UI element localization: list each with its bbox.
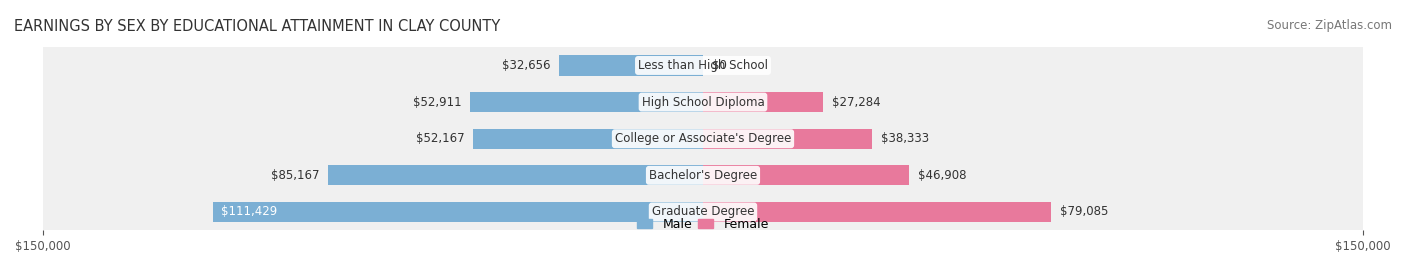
Text: Less than High School: Less than High School <box>638 59 768 72</box>
Text: $85,167: $85,167 <box>271 169 319 182</box>
Bar <box>703 129 872 149</box>
Text: $32,656: $32,656 <box>502 59 551 72</box>
Legend: Male, Female: Male, Female <box>636 215 770 233</box>
Text: Source: ZipAtlas.com: Source: ZipAtlas.com <box>1267 19 1392 32</box>
Text: $27,284: $27,284 <box>832 96 880 109</box>
Bar <box>42 157 1364 194</box>
Bar <box>42 47 1364 84</box>
Bar <box>470 92 703 112</box>
Bar <box>703 202 1052 222</box>
Text: $38,333: $38,333 <box>880 132 928 145</box>
Text: Graduate Degree: Graduate Degree <box>652 206 754 218</box>
Bar <box>212 202 703 222</box>
Bar <box>42 84 1364 120</box>
Text: $79,085: $79,085 <box>1060 206 1108 218</box>
Bar <box>328 165 703 185</box>
Text: $111,429: $111,429 <box>221 206 277 218</box>
Text: College or Associate's Degree: College or Associate's Degree <box>614 132 792 145</box>
Bar <box>42 194 1364 230</box>
Text: $52,167: $52,167 <box>416 132 464 145</box>
Text: EARNINGS BY SEX BY EDUCATIONAL ATTAINMENT IN CLAY COUNTY: EARNINGS BY SEX BY EDUCATIONAL ATTAINMEN… <box>14 19 501 34</box>
Bar <box>703 92 823 112</box>
Bar <box>560 55 703 76</box>
Text: $0: $0 <box>711 59 727 72</box>
Text: $46,908: $46,908 <box>918 169 967 182</box>
Bar <box>42 120 1364 157</box>
Bar <box>703 165 910 185</box>
Bar <box>474 129 703 149</box>
Text: High School Diploma: High School Diploma <box>641 96 765 109</box>
Text: Bachelor's Degree: Bachelor's Degree <box>650 169 756 182</box>
Text: $52,911: $52,911 <box>413 96 461 109</box>
